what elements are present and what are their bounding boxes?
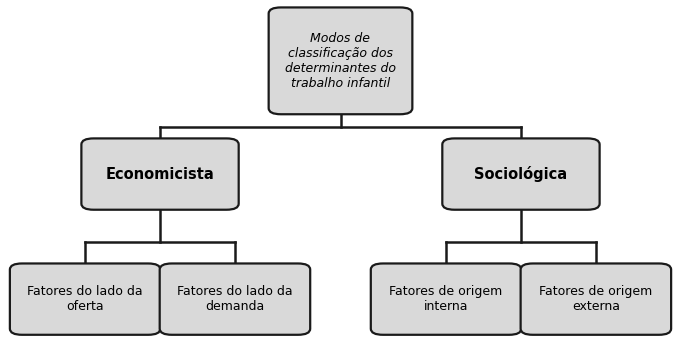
Text: Fatores do lado da
oferta: Fatores do lado da oferta [27, 285, 143, 313]
Text: Modos de
classificação dos
determinantes do
trabalho infantil: Modos de classificação dos determinantes… [285, 32, 396, 90]
FancyBboxPatch shape [159, 264, 310, 335]
FancyBboxPatch shape [442, 139, 599, 210]
Text: Economicista: Economicista [106, 167, 215, 182]
FancyBboxPatch shape [268, 7, 412, 114]
Text: Sociológica: Sociológica [475, 166, 567, 182]
FancyBboxPatch shape [81, 139, 238, 210]
Text: Fatores de origem
interna: Fatores de origem interna [390, 285, 503, 313]
Text: Fatores de origem
externa: Fatores de origem externa [539, 285, 652, 313]
Text: Fatores do lado da
demanda: Fatores do lado da demanda [177, 285, 293, 313]
FancyBboxPatch shape [370, 264, 521, 335]
FancyBboxPatch shape [520, 264, 671, 335]
FancyBboxPatch shape [10, 264, 161, 335]
